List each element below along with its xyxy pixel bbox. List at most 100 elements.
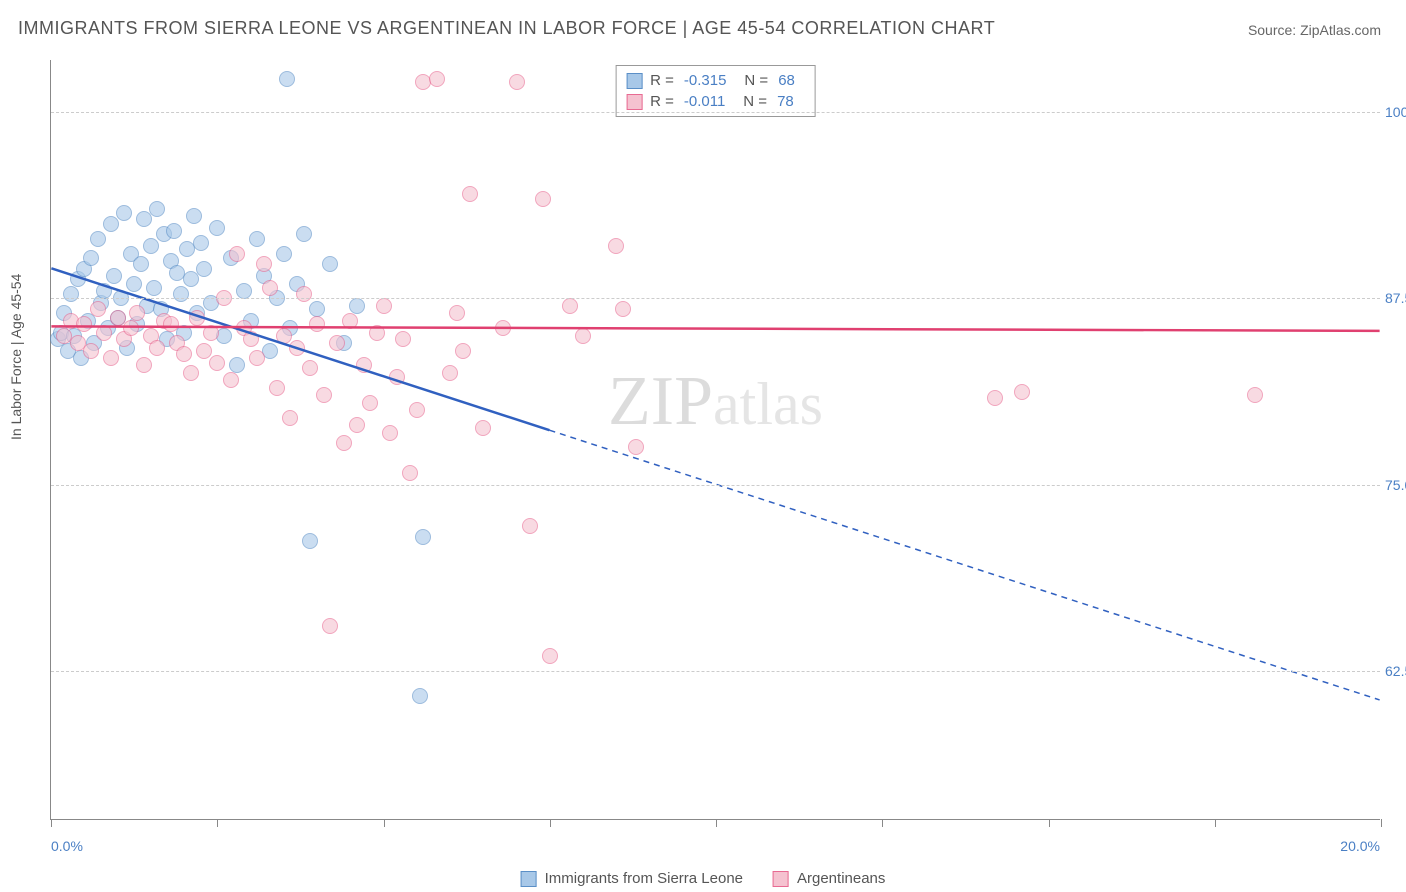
scatter-point — [249, 231, 265, 247]
scatter-point — [83, 250, 99, 266]
scatter-point — [322, 618, 338, 634]
scatter-point — [269, 380, 285, 396]
scatter-point — [302, 533, 318, 549]
x-tick — [1215, 819, 1216, 827]
chart-title: IMMIGRANTS FROM SIERRA LEONE VS ARGENTIN… — [18, 18, 995, 39]
scatter-point — [475, 420, 491, 436]
scatter-point — [349, 417, 365, 433]
plot-area: In Labor Force | Age 45-54 ZIPatlas R = … — [50, 60, 1380, 820]
scatter-point — [522, 518, 538, 534]
gridline-h — [51, 298, 1380, 299]
corr-row-series-2: R = -0.011 N = 78 — [626, 91, 805, 112]
scatter-point — [149, 340, 165, 356]
scatter-point — [103, 350, 119, 366]
scatter-point — [63, 286, 79, 302]
y-tick-label: 75.0% — [1385, 477, 1406, 493]
x-tick — [550, 819, 551, 827]
corr-r-label-1: R = — [650, 72, 674, 89]
gridline-h — [51, 671, 1380, 672]
scatter-point — [136, 211, 152, 227]
scatter-point — [196, 261, 212, 277]
scatter-point — [143, 238, 159, 254]
x-tick — [217, 819, 218, 827]
scatter-point — [106, 268, 122, 284]
corr-n-value-1: 68 — [778, 72, 795, 89]
y-axis-title: In Labor Force | Age 45-54 — [8, 273, 24, 439]
scatter-point — [186, 208, 202, 224]
scatter-point — [455, 343, 471, 359]
scatter-point — [462, 186, 478, 202]
x-axis-max-label: 20.0% — [1340, 838, 1380, 854]
legend-label-2: Argentineans — [797, 870, 885, 887]
scatter-point — [615, 301, 631, 317]
scatter-point — [349, 298, 365, 314]
y-tick-label: 100.0% — [1385, 104, 1406, 120]
scatter-point — [163, 316, 179, 332]
source-label: Source: ZipAtlas.com — [1248, 22, 1381, 38]
watermark-zip: ZIP — [608, 363, 713, 440]
scatter-point — [535, 191, 551, 207]
scatter-point — [376, 298, 392, 314]
scatter-point — [279, 71, 295, 87]
scatter-point — [449, 305, 465, 321]
scatter-point — [282, 410, 298, 426]
scatter-point — [243, 331, 259, 347]
x-tick — [1049, 819, 1050, 827]
scatter-point — [369, 325, 385, 341]
scatter-point — [90, 301, 106, 317]
scatter-point — [146, 280, 162, 296]
scatter-point — [149, 201, 165, 217]
scatter-point — [987, 390, 1003, 406]
x-tick — [716, 819, 717, 827]
correlation-legend: R = -0.315 N = 68 R = -0.011 N = 78 — [615, 65, 816, 117]
scatter-point — [83, 343, 99, 359]
scatter-point — [103, 216, 119, 232]
y-tick-label: 87.5% — [1385, 290, 1406, 306]
scatter-point — [166, 223, 182, 239]
scatter-point — [542, 648, 558, 664]
scatter-point — [209, 220, 225, 236]
scatter-point — [575, 328, 591, 344]
scatter-point — [412, 688, 428, 704]
scatter-point — [256, 256, 272, 272]
scatter-point — [509, 74, 525, 90]
scatter-point — [296, 286, 312, 302]
scatter-point — [628, 439, 644, 455]
scatter-point — [429, 71, 445, 87]
x-tick — [1381, 819, 1382, 827]
bottom-legend: Immigrants from Sierra Leone Argentinean… — [521, 870, 886, 887]
scatter-point — [356, 357, 372, 373]
y-tick-label: 62.5% — [1385, 663, 1406, 679]
scatter-point — [203, 325, 219, 341]
scatter-point — [193, 235, 209, 251]
scatter-point — [96, 325, 112, 341]
scatter-point — [409, 402, 425, 418]
scatter-point — [116, 205, 132, 221]
axes-svg — [51, 60, 1380, 819]
scatter-point — [389, 369, 405, 385]
scatter-point — [442, 365, 458, 381]
corr-r-value-1: -0.315 — [684, 72, 727, 89]
watermark: ZIPatlas — [608, 362, 823, 442]
scatter-point — [362, 395, 378, 411]
scatter-point — [309, 301, 325, 317]
scatter-point — [209, 355, 225, 371]
legend-swatch-1 — [521, 871, 537, 887]
scatter-point — [1247, 387, 1263, 403]
scatter-point — [415, 529, 431, 545]
scatter-point — [189, 310, 205, 326]
scatter-point — [562, 298, 578, 314]
corr-n-value-2: 78 — [777, 93, 794, 110]
scatter-point — [76, 316, 92, 332]
legend-item-1: Immigrants from Sierra Leone — [521, 870, 743, 887]
scatter-point — [249, 350, 265, 366]
scatter-point — [336, 435, 352, 451]
legend-item-2: Argentineans — [773, 870, 885, 887]
corr-r-label-2: R = — [650, 93, 674, 110]
scatter-point — [608, 238, 624, 254]
scatter-point — [289, 340, 305, 356]
gridline-h — [51, 112, 1380, 113]
scatter-point — [183, 365, 199, 381]
gridline-h — [51, 485, 1380, 486]
corr-r-value-2: -0.011 — [684, 93, 725, 110]
